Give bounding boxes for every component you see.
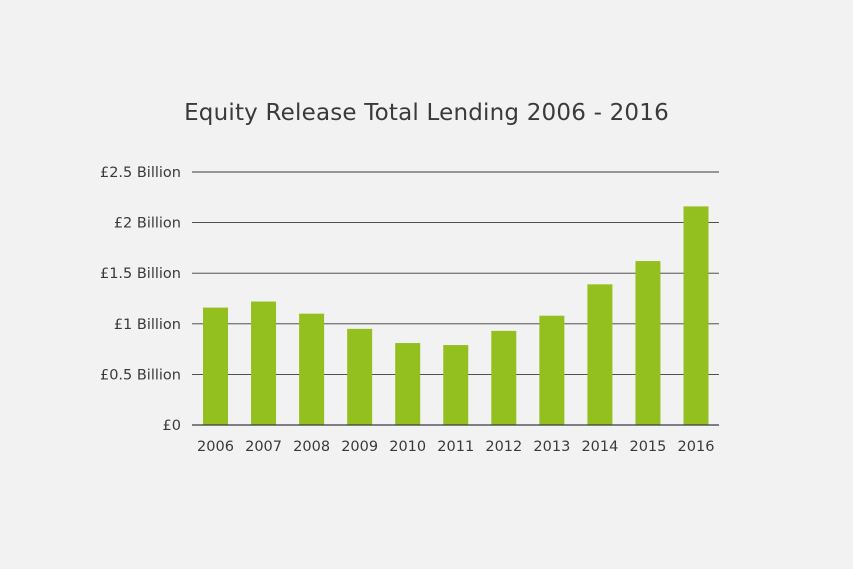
bar-2012 [491,330,517,425]
bar-2007 [251,301,277,425]
y-tick-label: £2.5 Billion [100,165,181,181]
y-tick-label: £2 Billion [114,216,181,232]
bar-2014 [587,284,613,425]
bar-2011 [443,345,469,425]
chart-title: Equity Release Total Lending 2006 - 2016 [184,100,669,126]
bar-2009 [347,328,373,425]
x-axis-labels: 2006 2007 2008 2009 2010 2011 2012 2013 2014 2015… [197,439,714,455]
bar-2016 [683,206,709,425]
y-tick-label: £1 Billion [114,317,181,333]
x-tick-label: 2014 [581,439,618,455]
x-tick-label: 2011 [437,439,474,455]
x-tick-label: 2015 [629,439,666,455]
y-axis-labels: £0 £0.5 Billion £1 Billion £1.5 Billion £2 B… [100,165,181,434]
x-tick-label: 2010 [389,439,426,455]
x-tick-label: 2008 [293,439,330,455]
x-tick-label: 2016 [678,439,715,455]
bar-2010 [395,343,421,425]
bar-2015 [635,261,661,425]
bar-2008 [299,313,325,425]
bar-2013 [539,315,565,425]
gridlines [192,171,719,375]
bars [203,206,709,425]
x-tick-label: 2007 [245,439,282,455]
x-tick-label: 2012 [485,439,522,455]
bar-2006 [203,307,228,425]
y-tick-label: £0.5 Billion [100,367,181,383]
y-tick-label: £0 [163,418,181,434]
x-tick-label: 2013 [533,439,570,455]
x-tick-label: 2006 [197,439,234,455]
x-tick-label: 2009 [341,439,378,455]
y-tick-label: £1.5 Billion [100,266,181,282]
